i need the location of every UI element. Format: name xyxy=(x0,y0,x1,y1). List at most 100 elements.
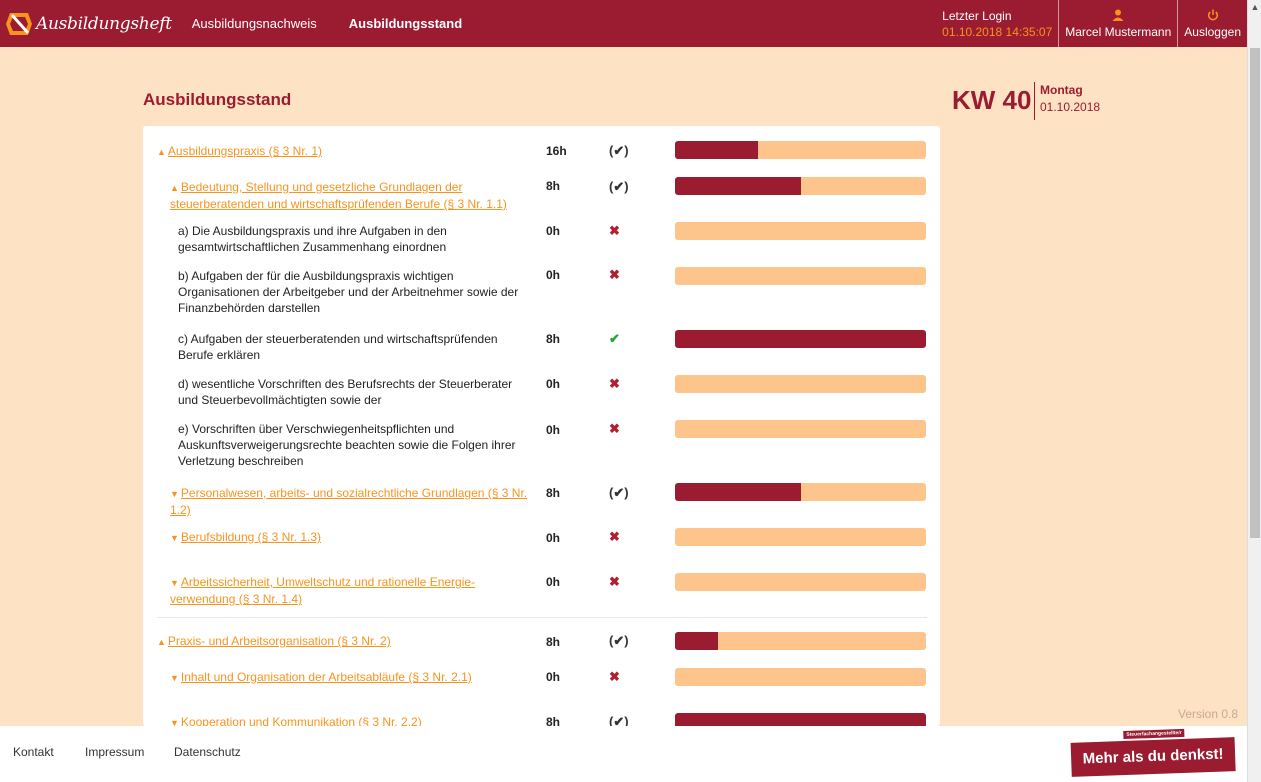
user-profile-button[interactable]: Marcel Mustermann xyxy=(1058,0,1177,47)
progress-bar xyxy=(675,668,926,686)
partial-check-icon: (✔) xyxy=(609,143,629,158)
section-link[interactable]: ▲ Praxis- und Arbeitsorganisation (§ 3 Nr… xyxy=(157,633,537,650)
objective-text: c) Aufgaben der steuerberatenden und wir… xyxy=(178,332,498,362)
page-scrollbar[interactable]: ▲ xyxy=(1247,0,1261,782)
cross-icon: ✖ xyxy=(609,574,620,589)
section-title: Praxis- und Arbeitsorganisation (§ 3 Nr.… xyxy=(167,634,391,648)
footer-link-kontakt[interactable]: Kontakt xyxy=(13,745,54,759)
hours-value: 0h xyxy=(546,670,561,684)
progress-bar xyxy=(675,573,926,591)
footer: Kontakt Impressum Datenschutz Steuerfach… xyxy=(0,726,1247,782)
progress-fill xyxy=(675,713,926,726)
objective-text: e) Vorschriften über Verschwiegenheitspf… xyxy=(178,422,516,468)
nav-ausbildungsstand[interactable]: Ausbildungsstand xyxy=(348,16,463,31)
subsection-title: Personalwesen, arbeits- und sozialrechtl… xyxy=(170,486,528,517)
logo-icon xyxy=(6,12,32,35)
progress-fill xyxy=(675,632,718,650)
training-progress-panel: ▲ Ausbildungspraxis (§ 3 Nr. 1) 16h (✔) ▲… xyxy=(143,126,940,726)
scroll-up-arrow-icon[interactable]: ▲ xyxy=(1250,2,1260,12)
progress-bar xyxy=(675,632,926,650)
progress-bar xyxy=(675,375,926,393)
weekday: Montag xyxy=(1040,83,1083,97)
cross-icon: ✖ xyxy=(609,223,620,238)
hours-value: 0h xyxy=(546,423,561,437)
subsection-title: Inhalt und Organisation der Arbeitsabläu… xyxy=(180,670,472,684)
hours-value: 0h xyxy=(546,224,561,238)
logout-label: Ausloggen xyxy=(1184,24,1241,39)
objective-text: d) wesentliche Vorschriften des Berufsre… xyxy=(178,377,513,407)
objective-text: a) Die Ausbildungspraxis und ihre Aufgab… xyxy=(178,224,447,254)
user-icon xyxy=(1065,9,1171,23)
subsection-link[interactable]: ▼ Berufsbildung (§ 3 Nr. 1.3) xyxy=(170,529,530,546)
cross-icon: ✖ xyxy=(609,267,620,282)
progress-bar xyxy=(675,222,926,240)
hours-value: 0h xyxy=(546,531,561,545)
last-login-info: Letzter Login 01.10.2018 14:35:07 xyxy=(936,0,1058,47)
hours-value: 8h xyxy=(546,635,561,649)
progress-fill xyxy=(675,330,926,348)
top-navigation-bar: Ausbildungsheft Ausbildungsnachweis Ausb… xyxy=(0,0,1247,47)
calendar-week: KW 40 xyxy=(952,85,1032,115)
caret-down-icon: ▼ xyxy=(170,489,179,499)
progress-fill xyxy=(675,177,801,195)
footer-link-impressum[interactable]: Impressum xyxy=(85,745,145,759)
caret-up-icon: ▲ xyxy=(157,637,166,647)
section-title: Ausbildungspraxis (§ 3 Nr. 1) xyxy=(167,144,322,158)
hours-value: 8h xyxy=(546,332,561,346)
cross-icon: ✖ xyxy=(609,421,620,436)
cross-icon: ✖ xyxy=(609,376,620,391)
last-login-label: Letzter Login xyxy=(942,8,1012,23)
nav-ausbildungsnachweis[interactable]: Ausbildungsnachweis xyxy=(191,16,317,31)
subsection-link[interactable]: ▼ Inhalt und Organisation der Arbeitsablä… xyxy=(170,669,535,686)
progress-fill xyxy=(675,141,758,159)
partial-check-icon: (✔) xyxy=(609,485,629,500)
subsection-link[interactable]: ▲ Bedeutung, Stellung und gesetzliche Gru… xyxy=(170,179,530,212)
section-link[interactable]: ▲ Ausbildungspraxis (§ 3 Nr. 1) xyxy=(157,143,537,160)
last-login-time: 01.10.2018 14:35:07 xyxy=(942,24,1053,39)
progress-fill xyxy=(675,483,801,501)
subsection-title: Kooperation und Kommunikation (§ 3 Nr. 2… xyxy=(180,715,422,726)
brand-logo[interactable]: Ausbildungsheft xyxy=(0,0,172,47)
progress-bar xyxy=(675,330,926,348)
objective-text: b) Aufgaben der für die Ausbildungspraxi… xyxy=(178,269,519,315)
caret-down-icon: ▼ xyxy=(170,533,179,543)
hours-value: 16h xyxy=(546,144,567,158)
badge-slogan: Mehr als du denkst! xyxy=(1070,737,1236,777)
cross-icon: ✖ xyxy=(609,529,620,544)
logout-button[interactable]: Ausloggen xyxy=(1177,0,1247,47)
caret-up-icon: ▲ xyxy=(157,147,166,157)
hours-value: 8h xyxy=(546,179,561,193)
section-divider xyxy=(157,617,927,618)
brand-name: Ausbildungsheft xyxy=(36,13,172,34)
progress-bar xyxy=(675,141,926,159)
check-icon: ✔ xyxy=(609,331,620,346)
caret-up-icon: ▲ xyxy=(170,183,179,193)
page-title: Ausbildungsstand xyxy=(143,90,292,109)
progress-bar xyxy=(675,483,926,501)
cross-icon: ✖ xyxy=(609,669,620,684)
hours-value: 0h xyxy=(546,575,561,589)
footer-link-datenschutz[interactable]: Datenschutz xyxy=(174,745,241,759)
user-name: Marcel Mustermann xyxy=(1065,24,1172,39)
hours-value: 0h xyxy=(546,268,561,282)
progress-bar xyxy=(675,267,926,285)
subsection-link[interactable]: ▼ Kooperation und Kommunikation (§ 3 Nr. … xyxy=(170,714,535,726)
hours-value: 8h xyxy=(546,486,561,500)
partial-check-icon: (✔) xyxy=(609,633,629,648)
subsection-link[interactable]: ▼ Personalwesen, arbeits- und sozialrecht… xyxy=(170,485,535,518)
slogan-badge: Steuerfachangestellte/r Mehr als du denk… xyxy=(1070,727,1236,779)
progress-bar xyxy=(675,177,926,195)
progress-bar xyxy=(675,528,926,546)
subsection-title: Berufsbildung (§ 3 Nr. 1.3) xyxy=(180,530,321,544)
partial-check-icon: (✔) xyxy=(609,714,629,726)
scrollbar-thumb[interactable] xyxy=(1250,48,1260,538)
version-label: Version 0.8 xyxy=(1178,707,1239,721)
caret-down-icon: ▼ xyxy=(170,718,179,726)
hours-value: 0h xyxy=(546,377,561,391)
subsection-link[interactable]: ▼ Arbeitssicherheit, Umweltschutz und rat… xyxy=(170,574,490,607)
caret-down-icon: ▼ xyxy=(170,673,179,683)
power-icon xyxy=(1184,9,1241,23)
progress-bar xyxy=(675,420,926,438)
subsection-title: Arbeitssicherheit, Umweltschutz und rati… xyxy=(170,575,476,606)
badge-subtitle: Steuerfachangestellte/r xyxy=(1123,728,1185,740)
